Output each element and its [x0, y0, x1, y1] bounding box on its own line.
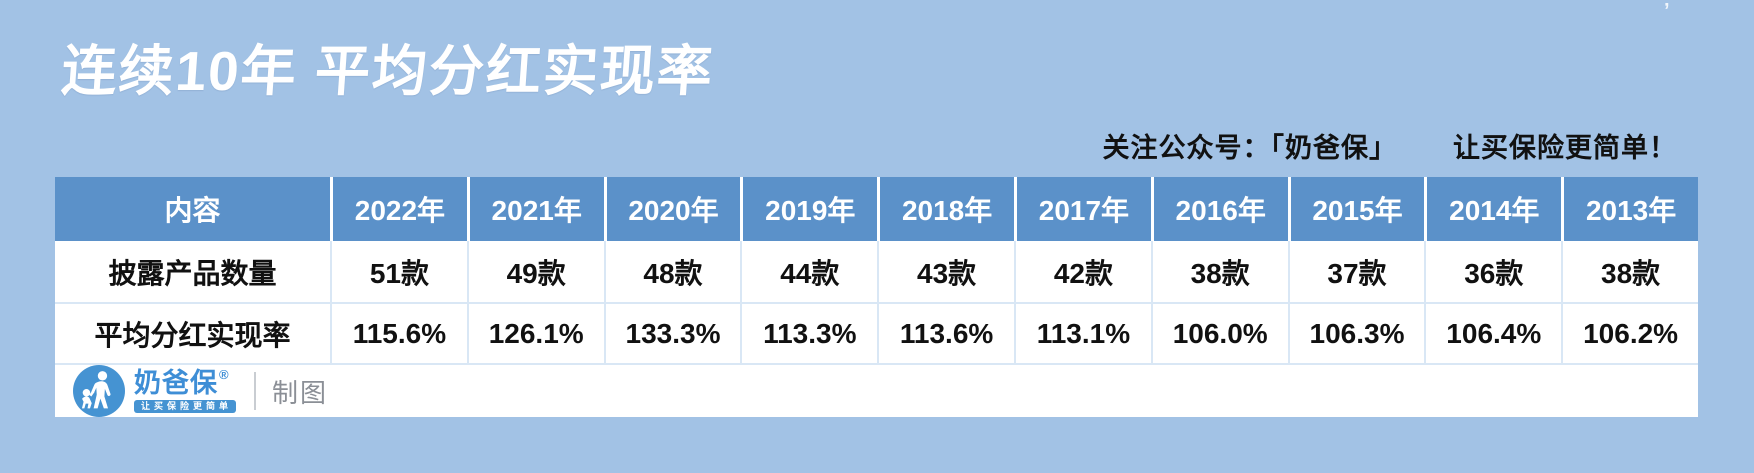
registered-mark: ® — [219, 366, 229, 382]
footer-caption: 制图 — [272, 377, 329, 408]
header-cell-year: 2020年 — [603, 177, 741, 241]
table-row-realization-rate: 平均分红实现率 115.6% 126.1% 133.3% 113.3% 113.… — [55, 302, 1698, 363]
table-cell: 106.3% — [1287, 304, 1425, 363]
table-cell: 42款 — [1014, 241, 1151, 302]
table-cell: 43款 — [877, 241, 1014, 302]
page-title: 连续10年 平均分红实现率 — [59, 40, 717, 102]
table-cell: 106.2% — [1561, 304, 1698, 363]
table-row-product-count: 披露产品数量 51款 49款 48款 44款 43款 42款 38款 37款 3… — [55, 241, 1698, 302]
footer-divider — [254, 372, 257, 410]
table-cell: 106.4% — [1424, 304, 1561, 363]
header-cell-year: 2013年 — [1561, 177, 1698, 241]
brand-text-block: 奶爸保 ® 让买保险更简单 — [134, 366, 237, 413]
followus-note: 关注公众号：「奶爸保」 让买保险更简单！ — [1103, 126, 1678, 165]
corner-mark: ’ — [1664, 0, 1670, 22]
header-cell-content: 内容 — [164, 195, 221, 226]
footer-bar: 奶爸保 ® 让买保险更简单 制图 — [55, 363, 1698, 417]
brand-slogan: 让买保险更简单 — [134, 399, 237, 413]
header-cell-year: 2015年 — [1287, 177, 1425, 241]
table-header-row: 内容 2022年 2021年 2020年 2019年 2018年 2017年 2… — [55, 177, 1698, 241]
table-cell: 133.3% — [603, 304, 741, 363]
table-cell: 44款 — [740, 241, 877, 302]
table-cell: 113.6% — [877, 304, 1014, 363]
followus-prefix: 关注公众号： — [1102, 133, 1271, 163]
table-cell: 38款 — [1561, 241, 1698, 302]
header-cell-year: 2018年 — [877, 177, 1014, 241]
header-cell-year: 2022年 — [330, 177, 467, 241]
table-cell: 113.3% — [740, 304, 877, 363]
header-cell-year: 2016年 — [1150, 177, 1288, 241]
table-cell: 106.0% — [1150, 304, 1288, 363]
brand-logo: 奶爸保 ® 让买保险更简单 — [73, 365, 237, 417]
followus-suffix: 让买保险更简单！ — [1453, 133, 1677, 163]
header-cell-year: 2019年 — [740, 177, 877, 241]
table-cell: 36款 — [1424, 241, 1561, 302]
followus-brand: 「奶爸保」 — [1270, 133, 1397, 163]
table-cell: 49款 — [466, 241, 604, 302]
brand-name: 奶爸保 — [134, 367, 218, 398]
dividend-table: 内容 2022年 2021年 2020年 2019年 2018年 2017年 2… — [55, 177, 1698, 363]
table-cell: 51款 — [330, 241, 467, 302]
row-label: 平均分红实现率 — [94, 319, 291, 351]
header-cell-year: 2021年 — [466, 177, 604, 241]
table-cell: 126.1% — [466, 304, 604, 363]
table-cell: 113.1% — [1014, 304, 1151, 363]
header-cell-year: 2017年 — [1014, 177, 1151, 241]
row-label: 披露产品数量 — [108, 257, 277, 289]
table-cell: 115.6% — [330, 304, 467, 363]
dad-with-child-icon — [73, 365, 125, 417]
header-cell-year: 2014年 — [1424, 177, 1561, 241]
table-cell: 37款 — [1287, 241, 1425, 302]
table-cell: 38款 — [1150, 241, 1288, 302]
table-cell: 48款 — [603, 241, 741, 302]
